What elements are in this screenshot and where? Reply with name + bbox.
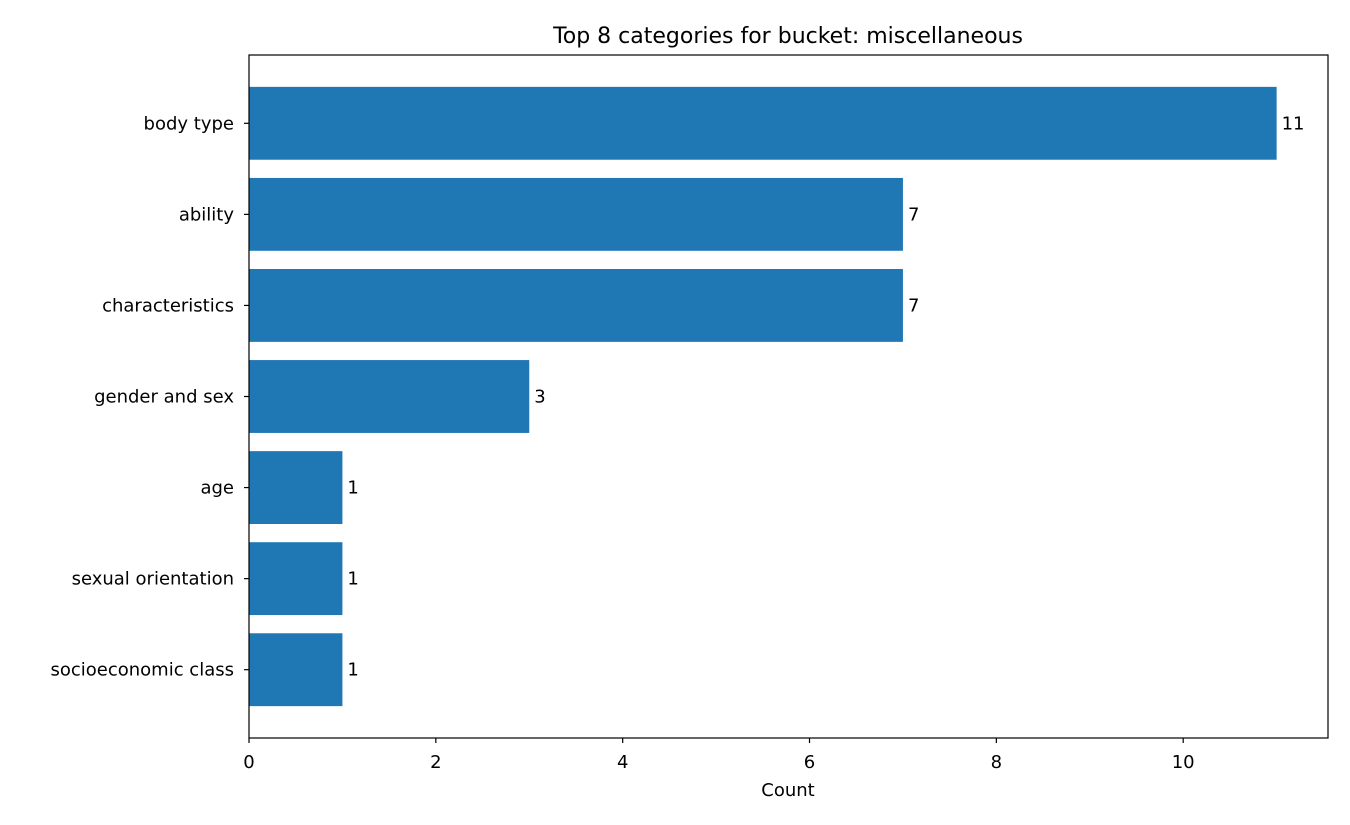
plot-frame [248,54,1329,739]
data-label-3: 3 [534,387,545,408]
y-tick-label-2: characteristics [102,295,234,316]
data-label-1: 7 [908,204,919,225]
bar-2 [249,269,903,342]
data-label-0: 11 [1282,113,1305,134]
bar-3 [249,360,530,433]
bar-4 [249,451,343,524]
y-tick-label-6: socioeconomic class [50,660,234,681]
x-tick-label-2: 4 [617,752,628,773]
y-axis-ticks: body type ability characteristics gender an… [50,113,249,681]
data-label-4: 1 [347,478,358,499]
y-tick-label-5: sexual orientation [72,569,234,590]
data-label-6: 1 [347,660,358,681]
bars-group [249,86,1277,707]
chart-title: Top 8 categories for bucket: miscellaneo… [552,24,1023,49]
y-tick-label-4: age [200,478,234,499]
x-axis-ticks: 0 2 4 6 8 10 [243,738,1195,773]
data-label-2: 7 [908,295,919,316]
x-tick-label-0: 0 [243,752,254,773]
bar-0 [249,86,1277,160]
y-tick-label-0: body type [144,113,234,134]
bar-1 [249,177,903,251]
data-label-5: 1 [347,569,358,590]
x-tick-label-3: 6 [804,752,815,773]
bar-5 [249,542,343,616]
y-tick-label-3: gender and sex [94,387,234,408]
x-tick-label-1: 2 [430,752,441,773]
bar-6 [249,633,343,707]
y-tick-label-1: ability [179,204,235,225]
x-axis-label: Count [761,780,814,801]
x-tick-label-5: 10 [1172,752,1195,773]
x-tick-label-4: 8 [991,752,1002,773]
